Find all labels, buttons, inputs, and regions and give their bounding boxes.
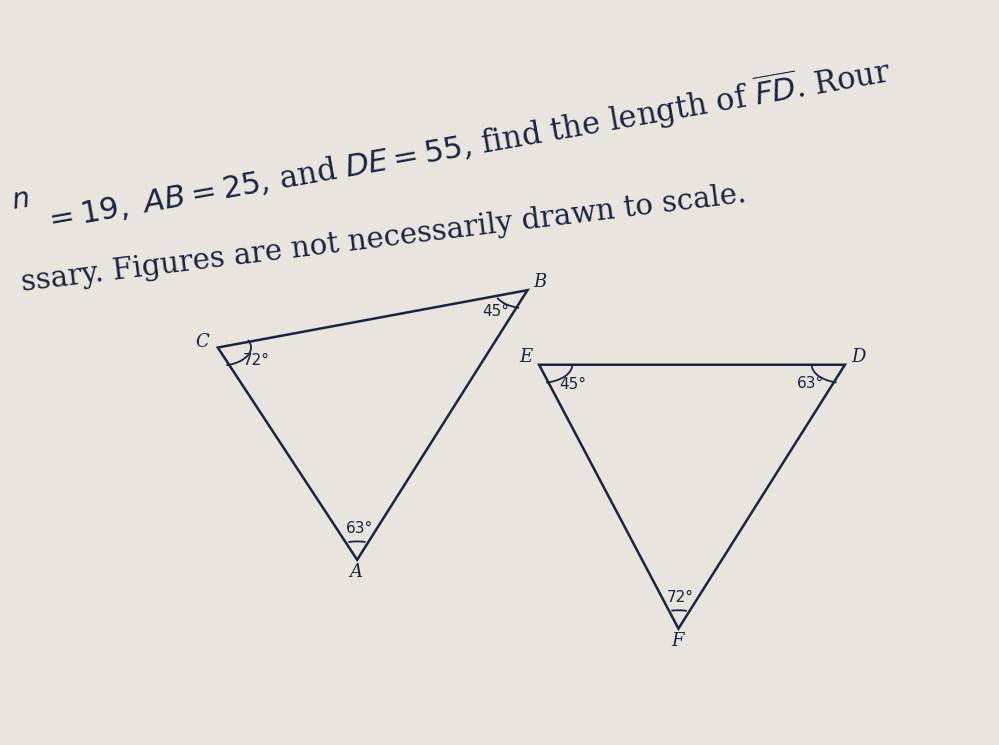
Text: B: B (533, 273, 546, 291)
Text: D: D (851, 348, 866, 366)
Text: 45°: 45° (558, 377, 585, 392)
Text: $= 19,\ AB = 25$, and $DE = 55$, find the length of $\overline{FD}$. Rour: $= 19,\ AB = 25$, and $DE = 55$, find th… (40, 51, 894, 240)
Text: 72°: 72° (666, 589, 693, 605)
Text: A: A (350, 563, 363, 581)
Text: 45°: 45° (483, 304, 509, 319)
Text: $n$: $n$ (10, 186, 31, 215)
Text: 63°: 63° (346, 521, 373, 536)
Text: 63°: 63° (797, 376, 824, 391)
Text: C: C (196, 333, 209, 351)
Text: ssary. Figures are not necessarily drawn to scale.: ssary. Figures are not necessarily drawn… (20, 180, 748, 297)
Text: 72°: 72° (243, 353, 270, 368)
Text: F: F (671, 633, 684, 650)
Text: E: E (519, 348, 532, 366)
